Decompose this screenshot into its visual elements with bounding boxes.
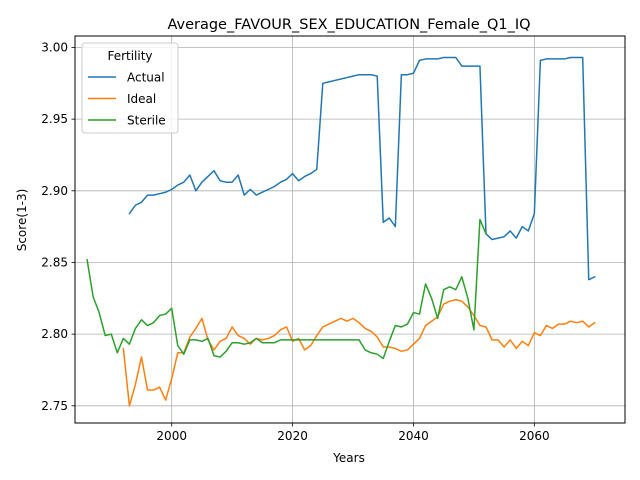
- x-tick-label: 2020: [277, 429, 308, 443]
- x-axis-label: Years: [332, 451, 365, 465]
- y-tick-label: 2.95: [41, 112, 68, 126]
- legend-label-ideal: Ideal: [127, 92, 156, 106]
- y-tick-label: 2.85: [41, 255, 68, 269]
- series-lines: [86, 56, 596, 407]
- chart-title: Average_FAVOUR_SEX_EDUCATION_Female_Q1_I…: [167, 17, 530, 33]
- x-tick-label: 2060: [519, 429, 550, 443]
- series-line-ideal: [122, 298, 596, 407]
- plot-frame: [74, 35, 626, 424]
- grid: [75, 36, 625, 423]
- x-tick-label: 2000: [156, 429, 187, 443]
- legend: Fertility Actual Ideal Sterile: [81, 42, 179, 134]
- legend-label-sterile: Sterile: [127, 113, 166, 127]
- y-tick-label: 2.90: [41, 184, 68, 198]
- y-tick-label: 2.80: [41, 327, 68, 341]
- y-tick-label: 3.00: [41, 40, 68, 54]
- series-line-actual: [128, 56, 596, 281]
- legend-items: Actual Ideal Sterile: [88, 70, 166, 127]
- series-line-sterile: [86, 218, 487, 360]
- legend-box: [81, 42, 179, 134]
- y-axis-label: Score(1-3): [15, 189, 29, 252]
- x-tick-label: 2040: [398, 429, 429, 443]
- x-axis-ticks: 2000 2020 2040 2060: [156, 423, 550, 443]
- y-tick-label: 2.75: [41, 399, 68, 413]
- legend-title: Fertility: [107, 49, 152, 63]
- legend-label-actual: Actual: [127, 70, 165, 84]
- y-axis-ticks: 2.75 2.80 2.85 2.90 2.95 3.00: [41, 40, 75, 413]
